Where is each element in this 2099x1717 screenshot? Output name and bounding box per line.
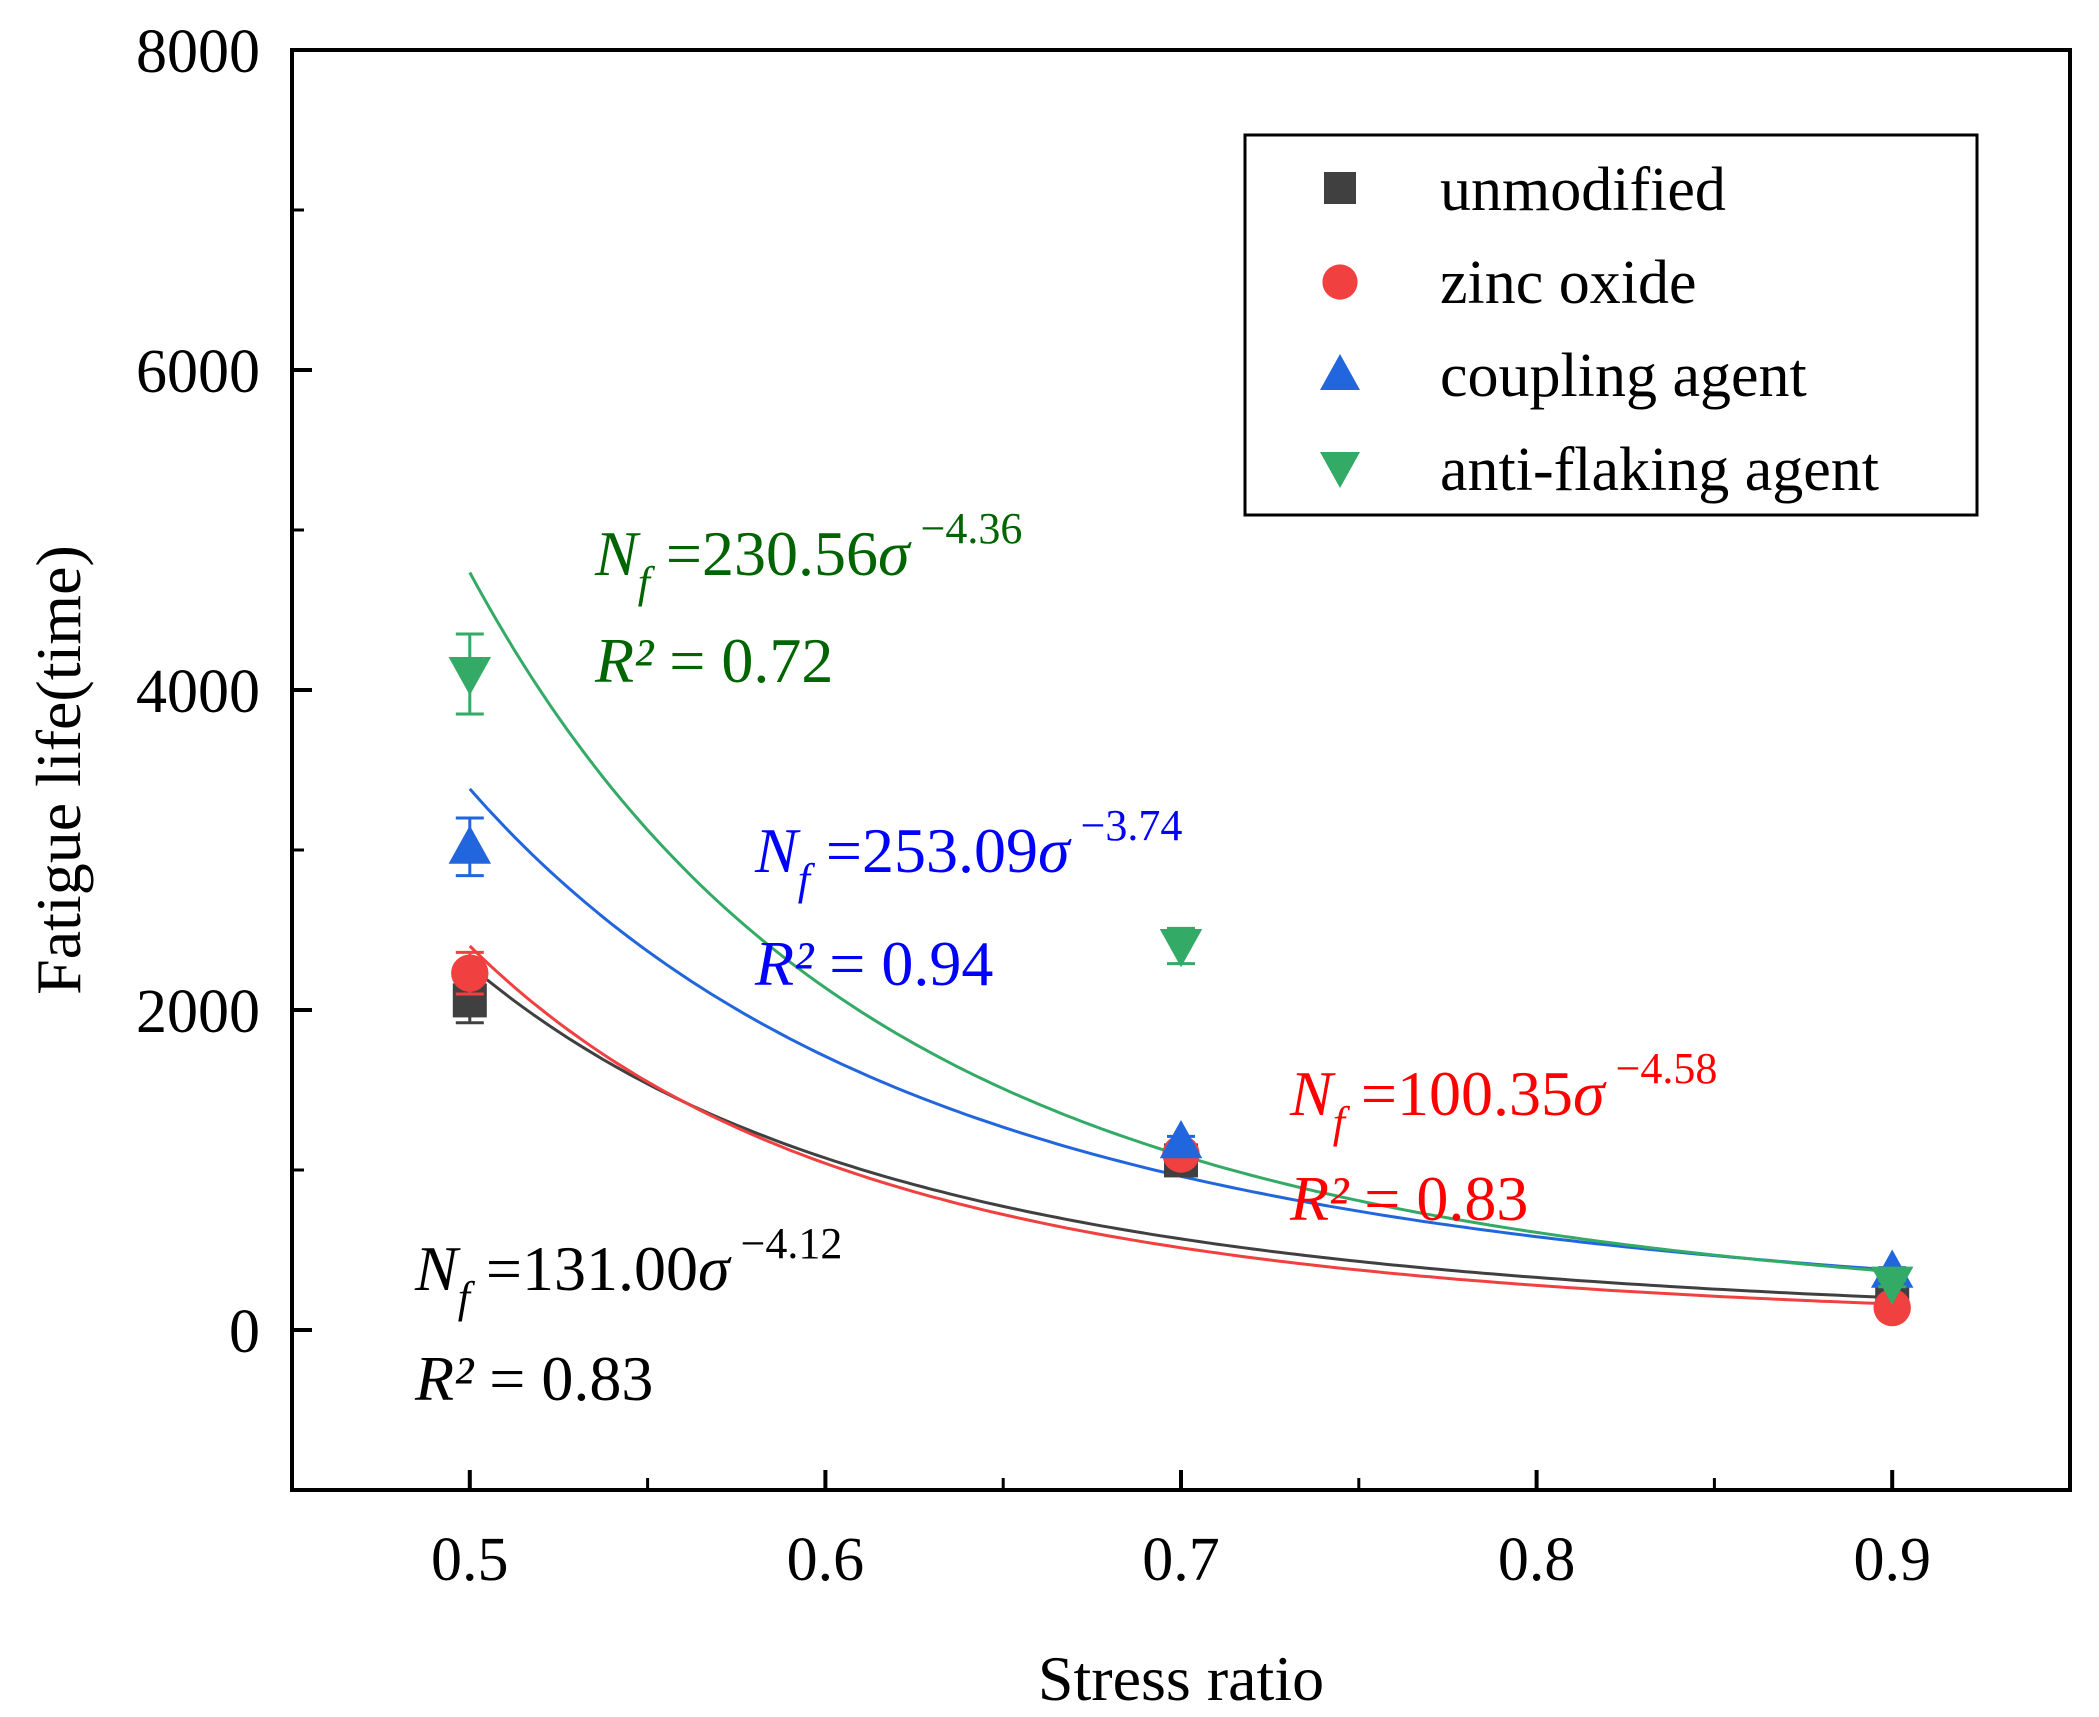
eq-r2-sym: R² [754,928,815,999]
y-tick-label: 2000 [136,978,260,1046]
equation-coupling-agent: Nf =253.09σ −3.74 R² = 0.94 [754,801,1182,999]
eq-r2-sym: R² [1289,1163,1350,1234]
svg-text:Nf =100.35σ −4.58: Nf =100.35σ −4.58 [1289,1044,1717,1147]
legend: unmodified zinc oxide coupling agent ant… [1243,133,1979,517]
svg-text:Nf =131.00σ −4.12: Nf =131.00σ −4.12 [414,1219,842,1322]
eq-var: σ [878,518,912,589]
legend-label-unmodified: unmodified [1440,156,1726,224]
svg-text:R² = 0.94: R² = 0.94 [754,928,993,999]
eq-exp: −4.36 [910,504,1023,553]
x-tick-label: 0.6 [787,1526,865,1594]
eq-exp: −3.74 [1070,801,1183,850]
svg-text:Nf =230.56σ −4.36: Nf =230.56σ −4.36 [594,504,1022,607]
eq-lhs: N [754,815,801,886]
point-coupling-agent [1159,1119,1203,1159]
x-tick-label: 0.7 [1142,1526,1220,1594]
y-tick-label: 6000 [136,338,260,406]
equation-anti-flaking-agent: Nf =230.56σ −4.36 R² = 0.72 [594,504,1022,696]
legend-marker-anti-flaking-agent [1320,452,1360,488]
eq-coef: =253.09 [810,815,1038,886]
legend-markers [1320,172,1360,488]
x-tick-label: 0.5 [431,1526,509,1594]
eq-var: σ [698,1233,732,1304]
y-tick-label: 0 [229,1298,260,1366]
point-anti-flaking-agent [1870,1266,1914,1305]
eq-var: σ [1038,815,1072,886]
point-zinc-oxide [1873,1288,1911,1327]
y-tick-label: 8000 [136,18,260,86]
legend-marker-unmodified [1324,172,1356,204]
point-zinc-oxide [451,954,489,992]
eq-coef: =131.00 [470,1233,698,1304]
x-tick-label: 0.9 [1853,1526,1931,1594]
x-axis-title: Stress ratio [1038,1643,1324,1714]
eq-lhs: N [414,1233,461,1304]
equation-zinc-oxide: Nf =100.35σ −4.58 R² = 0.83 [1289,1044,1717,1234]
svg-text:Nf =253.09σ −3.74: Nf =253.09σ −3.74 [754,801,1182,904]
legend-marker-coupling-agent [1320,354,1360,390]
axis-ticks: 0.5 0.6 0.7 0.8 0.9 0 2000 4000 6000 8000 [136,18,1931,1594]
point-anti-flaking-agent [1159,929,1203,968]
legend-label-coupling-agent: coupling agent [1440,342,1807,410]
eq-r2-val: = 0.72 [653,625,833,696]
y-tick-label: 4000 [136,658,260,726]
eq-r2-sym: R² [414,1343,475,1414]
eq-coef: =230.56 [650,518,878,589]
legend-label-anti-flaking-agent: anti-flaking agent [1440,436,1879,504]
x-tick-label: 0.8 [1498,1526,1576,1594]
fit-curve-zinc-oxide [468,944,1893,1306]
eq-coef: =100.35 [1345,1058,1573,1129]
y-axis-title: Fatigue life(time) [23,545,94,995]
eq-exp: −4.58 [1605,1044,1718,1093]
eq-var: σ [1573,1058,1607,1129]
eq-r2-sym: R² [594,625,655,696]
svg-text:R² = 0.83: R² = 0.83 [414,1343,653,1414]
svg-text:R² = 0.72: R² = 0.72 [594,625,833,696]
eq-r2-val: = 0.83 [473,1343,653,1414]
svg-text:R² = 0.83: R² = 0.83 [1289,1163,1528,1234]
equation-unmodified: Nf =131.00σ −4.12 R² = 0.83 [414,1219,842,1414]
legend-marker-zinc-oxide [1322,264,1358,300]
eq-lhs: N [594,518,641,589]
eq-r2-val: = 0.94 [813,928,993,999]
point-anti-flaking-agent [448,657,492,696]
fit-curve-coupling-agent [468,787,1893,1272]
data-points [448,632,1914,1327]
eq-lhs: N [1289,1058,1336,1129]
point-coupling-agent [448,825,492,864]
legend-box [1243,133,1979,517]
legend-label-zinc-oxide: zinc oxide [1440,249,1697,317]
eq-exp: −4.12 [730,1219,843,1268]
eq-r2-val: = 0.83 [1348,1163,1528,1234]
